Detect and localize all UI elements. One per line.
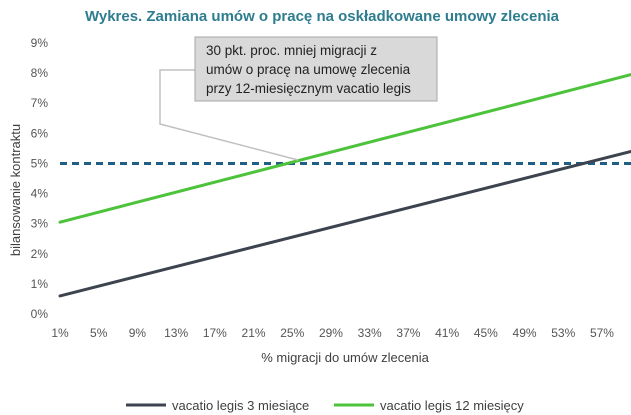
x-tick-label: 9%	[129, 326, 147, 340]
series-lines	[58, 73, 631, 298]
y-tick-label: 3%	[31, 217, 49, 231]
x-tick-label: 57%	[590, 326, 614, 340]
x-tick-label: 13%	[164, 326, 188, 340]
x-tick-label: 53%	[551, 326, 575, 340]
x-tick-label: 1%	[51, 326, 69, 340]
x-tick-label: 37%	[396, 326, 420, 340]
x-tick-label: 33%	[358, 326, 382, 340]
legend: vacatio legis 3 miesiące vacatio legis 1…	[126, 398, 524, 413]
y-tick-label: 0%	[31, 307, 49, 321]
y-tick-label: 8%	[31, 66, 49, 80]
y-tick-label: 9%	[31, 36, 49, 50]
x-tick-label: 45%	[474, 326, 498, 340]
x-tick-label: 29%	[319, 326, 343, 340]
y-tick-label: 7%	[31, 96, 49, 110]
annotation-leader-line	[159, 69, 299, 161]
y-tick-label: 5%	[31, 156, 49, 170]
chart-title: Wykres. Zamiana umów o pracę na oskładko…	[85, 8, 560, 25]
annotation-line-1: 30 pkt. proc. mniej migracji z	[206, 43, 377, 58]
annotation: 30 pkt. proc. mniej migracji z umów o pr…	[159, 36, 438, 161]
x-tick-label: 49%	[513, 326, 537, 340]
x-tick-label: 41%	[435, 326, 459, 340]
x-axis-label: % migracji do umów zlecenia	[261, 350, 429, 365]
x-axis-ticks: 1% 5% 9% 13% 17% 21% 25% 29% 33% 37% 41% 45% 49% 53% 5…	[51, 326, 614, 340]
legend-label-series-1: vacatio legis 3 miesiące	[172, 398, 309, 413]
x-tick-label: 17%	[203, 326, 227, 340]
annotation-line-2: umów o pracę na umowę zlecenia	[206, 62, 411, 77]
y-tick-label: 4%	[31, 187, 49, 201]
series-line-2	[58, 73, 631, 224]
legend-label-series-2: vacatio legis 12 miesięcy	[380, 398, 524, 413]
y-tick-label: 2%	[31, 247, 49, 261]
x-tick-label: 21%	[242, 326, 266, 340]
y-axis-ticks: 0% 1% 2% 3% 4% 5% 6% 7% 8% 9%	[31, 36, 49, 321]
x-tick-label: 25%	[280, 326, 304, 340]
y-tick-label: 1%	[31, 277, 49, 291]
y-tick-label: 6%	[31, 126, 49, 140]
series-line-1	[58, 149, 631, 298]
annotation-box	[194, 36, 438, 102]
y-axis-label: bilansowanie kontraktu	[8, 124, 23, 256]
annotation-line-3: przy 12-miesięcznym vacatio legis	[206, 81, 411, 96]
x-tick-label: 5%	[90, 326, 108, 340]
